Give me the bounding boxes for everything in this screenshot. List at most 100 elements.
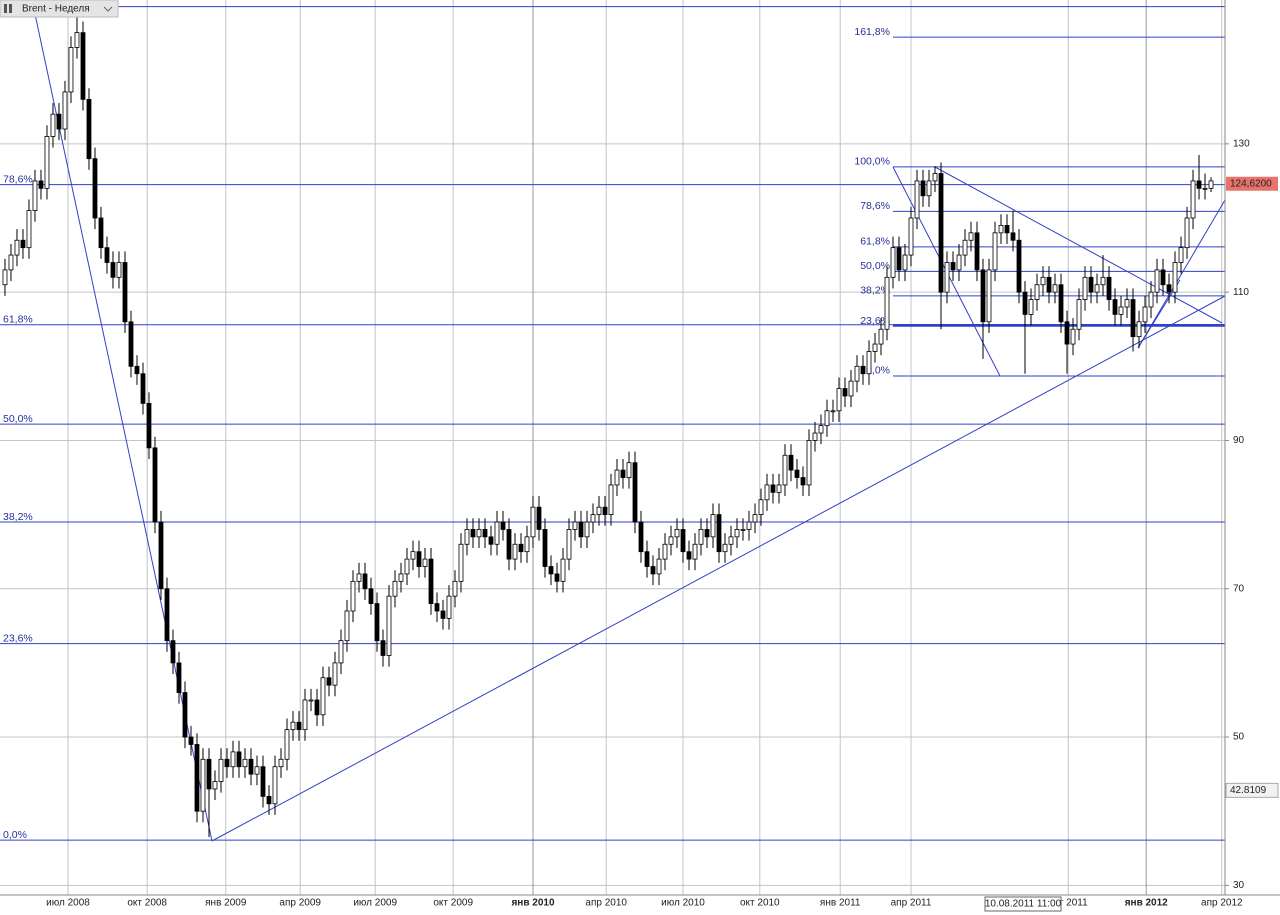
candle-body	[572, 521, 578, 530]
candle-body	[824, 410, 830, 427]
candle-body	[410, 551, 416, 560]
cursor-time-box	[984, 896, 1062, 912]
candle-body	[710, 514, 716, 538]
fib-label: 38,2%	[3, 511, 33, 523]
candle-body	[416, 551, 422, 567]
candle-body	[8, 254, 14, 271]
candle-body	[830, 410, 836, 413]
candle-body	[218, 758, 224, 782]
fib-label: 61,8%	[3, 314, 33, 326]
candle-body	[80, 32, 86, 100]
candle-body	[212, 781, 218, 790]
candle-body	[296, 721, 302, 731]
candle-body	[716, 514, 722, 553]
candle-body	[980, 269, 986, 323]
candle-body	[746, 521, 752, 530]
x-tick-label: окт 2011	[1049, 898, 1088, 909]
x-tick-label: янв 2010	[511, 898, 554, 909]
candle-body	[302, 699, 308, 731]
candle-body	[1130, 299, 1136, 338]
candle-body	[758, 499, 764, 516]
candle-body	[962, 239, 968, 256]
candle-body	[806, 440, 812, 486]
candle-body	[26, 210, 32, 249]
candle-body	[950, 262, 956, 271]
candle-body	[1058, 284, 1064, 323]
candle-body	[740, 529, 746, 531]
candle-body	[338, 640, 344, 664]
last-price-tag	[1226, 176, 1278, 191]
candle-body	[206, 758, 212, 790]
candle-body	[1046, 276, 1052, 293]
candle-body	[356, 573, 362, 582]
candle-body	[596, 506, 602, 516]
candle-body	[320, 677, 326, 716]
candle-body	[38, 180, 44, 189]
candle-body	[764, 484, 770, 501]
candle-body	[974, 232, 980, 271]
candle-body	[884, 276, 890, 330]
candle-body	[1100, 276, 1106, 286]
candle-body	[200, 758, 206, 812]
candle-body	[512, 543, 518, 560]
x-tick-label: июл 2010	[661, 898, 705, 909]
axes: 30 50 70 90 110 130 июл 2008 окт 2008 янв 2009 ап…	[46, 138, 1279, 912]
candle-body	[248, 758, 254, 775]
selector-box	[0, 0, 119, 18]
candle-body	[482, 529, 488, 538]
candle-body	[1052, 284, 1058, 293]
candle-body	[698, 529, 704, 545]
y-tick-label: 50	[1233, 732, 1245, 743]
candle-body	[266, 795, 272, 805]
candle-body	[368, 588, 374, 604]
candle-body	[50, 113, 56, 137]
candle-body	[1208, 180, 1214, 189]
candle-body	[1022, 291, 1028, 315]
trend-line	[1137, 199, 1226, 349]
dropdown-arrow	[103, 6, 113, 12]
trend-line	[934, 166, 1223, 324]
candle-body	[74, 32, 80, 48]
candle-body	[794, 469, 800, 478]
candle-body	[104, 247, 110, 263]
candle-body	[284, 729, 290, 760]
candle-body	[566, 529, 572, 560]
candle-body	[788, 454, 794, 471]
x-tick-label: апр 2011	[891, 898, 932, 909]
candle-body	[860, 365, 866, 375]
candle-body	[752, 514, 758, 523]
candle-body	[770, 484, 776, 493]
candle-body	[812, 432, 818, 441]
candle-body	[542, 529, 548, 567]
candle-body	[56, 113, 62, 130]
candle-body	[956, 254, 962, 271]
candle-body	[1154, 269, 1160, 293]
candle-body	[1106, 276, 1112, 300]
candle-body	[614, 469, 620, 486]
candle-body	[1136, 321, 1142, 338]
candle-body	[896, 247, 902, 271]
candle-body	[158, 521, 164, 590]
candle-body	[656, 558, 662, 575]
y-tick-label: 130	[1233, 138, 1250, 149]
candle-body	[728, 536, 734, 545]
y-tick-label: 30	[1233, 880, 1245, 891]
candle-body	[350, 580, 356, 612]
candle-body	[1166, 284, 1172, 293]
candle-body	[1082, 276, 1088, 300]
candle-body	[464, 529, 470, 545]
candle-body	[554, 573, 560, 582]
fib-label: 50,0%	[3, 413, 33, 425]
symbol-selector[interactable]: Brent - Неделя	[0, 0, 119, 18]
candle-body	[116, 262, 122, 278]
candle-body	[1160, 269, 1166, 286]
candle-body	[842, 388, 848, 397]
x-tick-label: июл 2009	[353, 898, 397, 909]
last-price-label: 124,6200	[1230, 178, 1272, 189]
fib-label: 0,0%	[866, 365, 890, 377]
candle-body	[920, 180, 926, 197]
candle-body	[230, 751, 236, 768]
candle-body	[404, 558, 410, 575]
